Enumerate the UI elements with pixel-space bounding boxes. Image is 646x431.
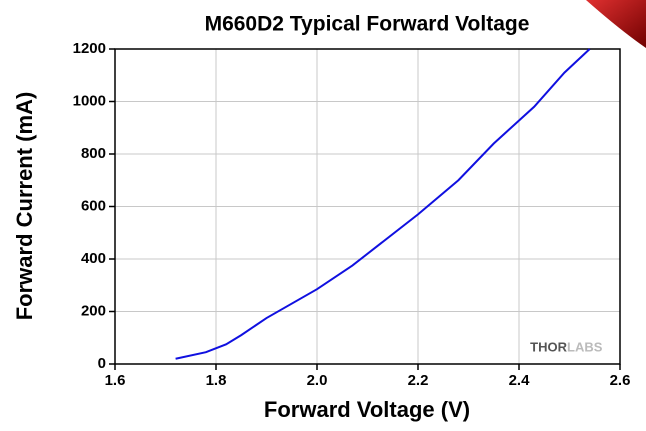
- y-tick-label: 600: [81, 197, 106, 214]
- y-tick-label: 1200: [73, 40, 106, 57]
- x-tick-label: 2.4: [509, 372, 531, 389]
- x-axis-title: Forward Voltage (V): [264, 397, 470, 422]
- chart-title: M660D2 Typical Forward Voltage: [205, 13, 530, 36]
- y-tick-label: 200: [81, 302, 106, 319]
- corner-decoration: [586, 0, 646, 48]
- x-tick-label: 1.8: [206, 372, 227, 389]
- data-line: [176, 49, 590, 359]
- x-tick-label: 2.6: [610, 372, 631, 389]
- chart: M660D2 Typical Forward Voltage Forward V…: [0, 0, 646, 431]
- x-tick-label: 2.2: [408, 372, 429, 389]
- x-tick-label: 2.0: [307, 372, 328, 389]
- watermark-thor: THOR: [530, 339, 567, 354]
- y-tick-label: 1000: [73, 92, 106, 109]
- y-tick-label: 400: [81, 250, 106, 267]
- y-axis-title: Forward Current (mA): [12, 92, 37, 321]
- x-tick-label: 1.6: [105, 372, 126, 389]
- y-tick-label: 0: [98, 355, 106, 372]
- y-tick-label: 800: [81, 145, 106, 162]
- watermark-labs: LABS: [567, 339, 603, 354]
